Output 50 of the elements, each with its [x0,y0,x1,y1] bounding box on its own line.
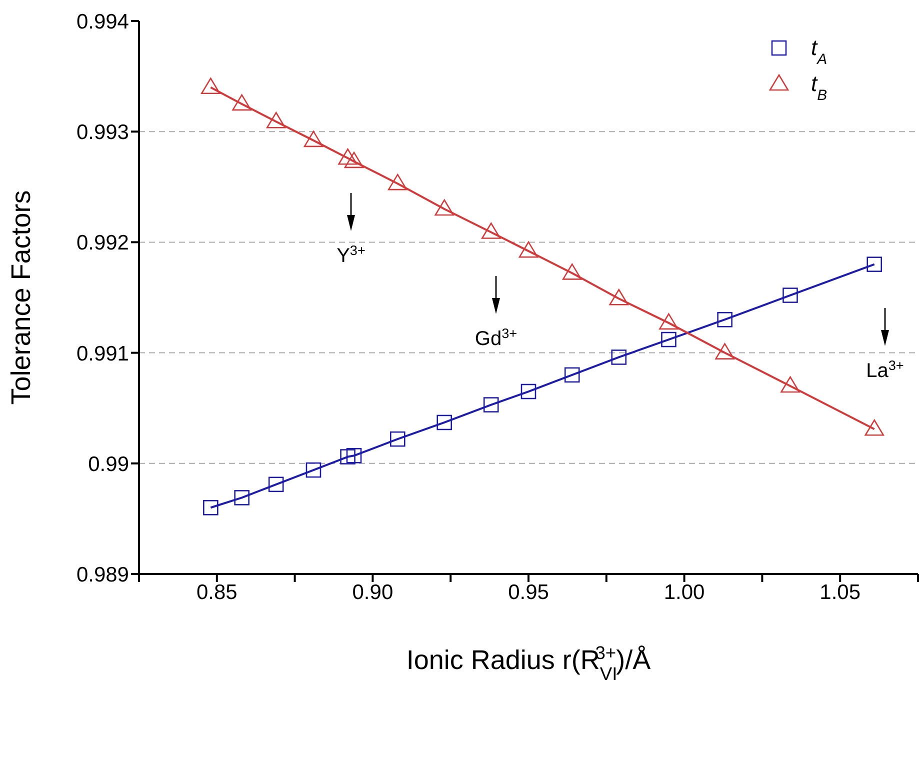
point [268,476,284,492]
annotation: Y$^{3+}$ [336,242,366,267]
point [562,264,582,280]
point [659,313,678,330]
point [564,367,580,383]
annotation: La$^{3+}$ [866,358,904,382]
legend-label: t$_{A}$ [811,35,828,68]
y-tick-label: 0.992 [76,232,129,255]
y-tick-label: 0.989 [76,563,129,586]
point [304,130,324,148]
point [483,397,499,412]
y-tick-label: 0.993 [76,121,129,144]
point [661,332,676,348]
point [266,112,286,128]
point [340,449,356,464]
point [611,350,627,365]
x-tick-label: 0.95 [508,580,549,604]
x-tick-label: 1.05 [820,580,861,604]
point [306,462,322,478]
legend-label: t$_{B}$ [811,71,828,104]
y-tick-label: 0.991 [76,342,129,366]
annotation: Gd$^{3+}$ [474,326,518,350]
point [864,419,884,436]
y-tick-label: 0.99 [88,452,129,476]
point [436,414,452,430]
y-tick-label: 0.994 [76,10,130,34]
point [346,448,362,464]
point [434,199,454,216]
point [232,94,252,111]
x-axis-title: Ionic Radius r(R$_{VI}$$^{3+}$)/Å [406,642,651,684]
point [390,431,406,447]
point [717,312,732,328]
x-tick-label: 0.85 [196,580,238,604]
y-axis-title: Tolerance Factors [6,190,36,405]
point [520,384,536,400]
point [782,288,798,303]
point [715,343,734,360]
x-tick-label: 0.90 [352,580,394,604]
point [481,222,501,239]
point [201,78,220,94]
point [203,500,218,516]
point [609,288,629,306]
point [518,241,538,258]
point [338,148,358,165]
point [780,376,800,393]
point [234,490,250,506]
point [344,152,364,168]
point [388,174,408,190]
x-tick-label: 1.00 [664,580,705,604]
point [866,256,882,272]
